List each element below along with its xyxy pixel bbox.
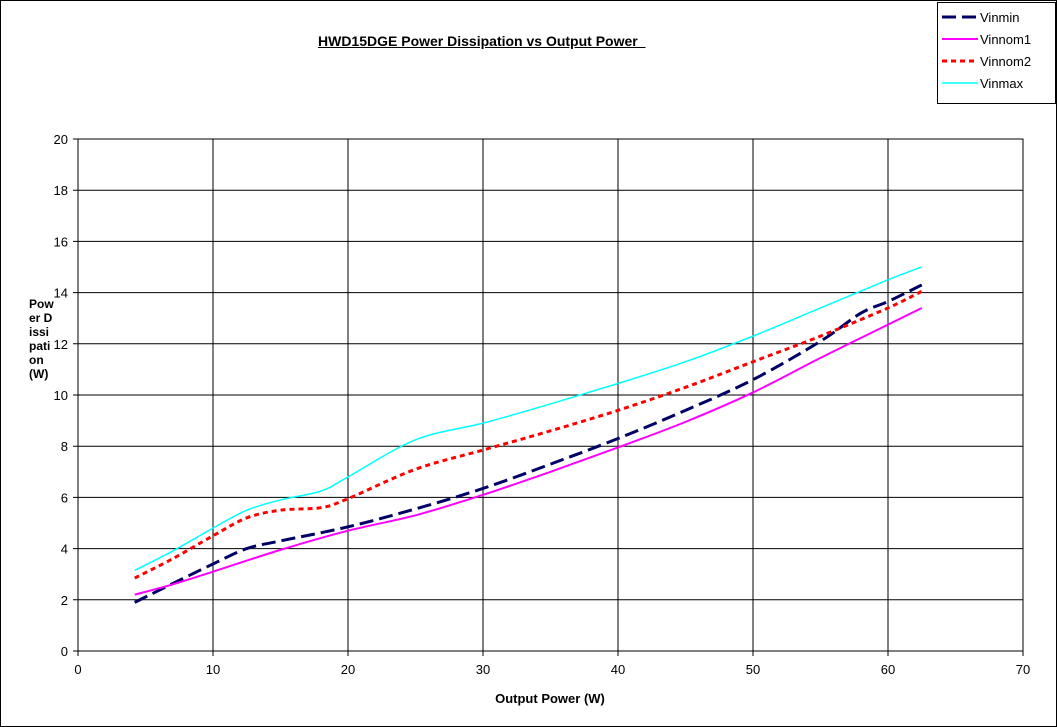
legend-label: Vinmax	[980, 76, 1024, 91]
y-tick-label: 0	[61, 644, 68, 659]
legend-item-vinmax: Vinmax	[938, 73, 1055, 93]
y-tick-label: 14	[54, 286, 68, 301]
chart-title: HWD15DGE Power Dissipation vs Output Pow…	[318, 33, 646, 49]
legend-swatch	[942, 59, 978, 63]
y-tick-label: 12	[54, 337, 68, 352]
y-tick-label: 2	[61, 593, 68, 608]
legend-item-vinmin: Vinmin	[938, 7, 1055, 27]
x-tick-label: 0	[74, 662, 81, 677]
series-lines	[134, 266, 923, 604]
y-tick-label: 18	[54, 183, 68, 198]
legend-label: Vinnom1	[980, 32, 1032, 47]
x-tick-labels: 0 10 20 30 40 50 60 70	[74, 662, 1030, 677]
legend-swatch	[942, 82, 978, 84]
y-tick-label: 20	[54, 132, 68, 147]
x-axis-label-text: Output Power (W)	[495, 691, 605, 706]
y-tick-label: 10	[54, 388, 68, 403]
x-tick-label: 60	[881, 662, 895, 677]
series-line-vinmax	[134, 266, 923, 572]
series-line-vinmin	[134, 283, 923, 604]
x-tick-label: 10	[206, 662, 220, 677]
x-tick-label: 70	[1016, 662, 1030, 677]
x-tick-label: 30	[476, 662, 490, 677]
legend-item-vinnom2: Vinnom2	[938, 51, 1055, 71]
y-tick-label: 6	[61, 490, 68, 505]
y-tick-label: 4	[61, 542, 68, 557]
x-axis-label: Output Power (W)	[0, 691, 1057, 706]
x-tick-label: 40	[611, 662, 625, 677]
series-line-vinnom1	[134, 307, 923, 596]
x-tick-label: 20	[341, 662, 355, 677]
legend-swatch	[942, 15, 978, 19]
legend-swatch	[942, 38, 978, 40]
y-tick-labels: 0 2 4 6 8 10 12 14 16 18 20	[54, 132, 68, 659]
series-line-vinnom2	[134, 289, 923, 580]
y-axis-label: Power Dissipation (W)	[29, 297, 54, 381]
legend-item-vinnom1: Vinnom1	[938, 29, 1055, 49]
y-tick-label: 8	[61, 439, 68, 454]
x-tick-label: 50	[746, 662, 760, 677]
legend-label: Vinmin	[980, 10, 1020, 25]
legend-label: Vinnom2	[980, 54, 1032, 69]
legend: Vinmin Vinnom1 Vinnom2 Vinmax	[937, 2, 1056, 104]
y-tick-label: 16	[54, 234, 68, 249]
gridlines	[73, 138, 1024, 656]
